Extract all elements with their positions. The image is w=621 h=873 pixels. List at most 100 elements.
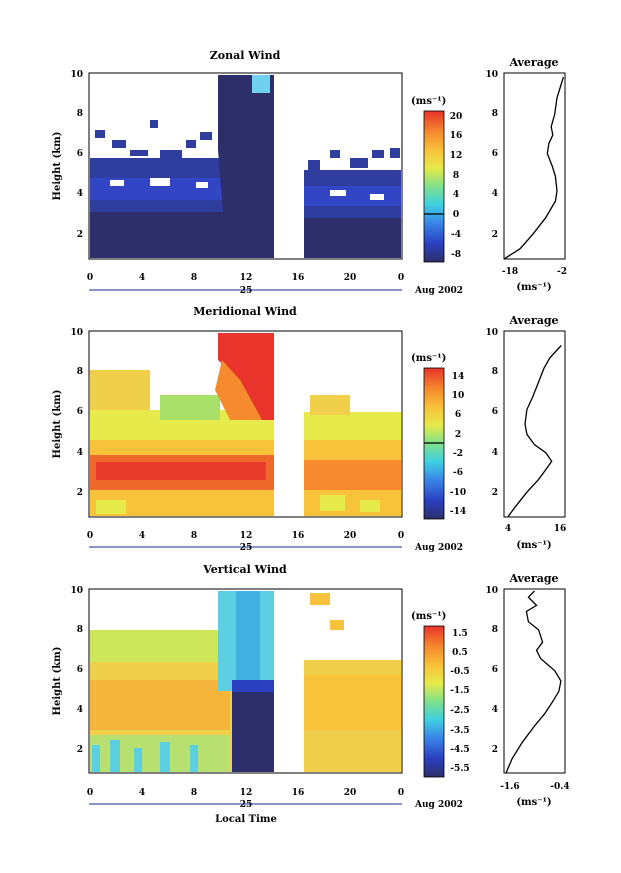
average-line [507, 345, 562, 518]
x-tick-label: 16 [292, 788, 305, 798]
x-tick-label: 4 [139, 788, 145, 798]
colorbar-unit: (ms⁻¹) [411, 611, 446, 622]
average-x-tick-label: -2 [557, 267, 567, 277]
month-label: Aug 2002 [414, 286, 463, 296]
x-tick-label: 20 [344, 531, 357, 541]
colorbar-unit: (ms⁻¹) [411, 96, 446, 107]
average-title: Average [508, 572, 558, 585]
field-top-flecks [310, 593, 344, 630]
average-profile: Average 2 4 6 8 10 -1.6 -0.4 (ms⁻¹) [485, 572, 569, 808]
field-top-red [218, 333, 274, 420]
plot-frame [88, 330, 403, 518]
average-y-tick-label: 4 [492, 448, 498, 458]
y-axis-label: Height (km) [52, 647, 63, 716]
average-y-tick-label: 2 [492, 488, 498, 498]
y-tick-label: 6 [77, 407, 83, 417]
field-orange-mid-right [304, 675, 401, 730]
x-tick-label: 0 [87, 788, 93, 798]
colorbar-tick-label: -3.5 [450, 726, 469, 736]
colorbar-tick-label: -10 [450, 488, 466, 498]
x-tick-label: 4 [139, 531, 145, 541]
y-tick-label: 10 [70, 328, 83, 338]
average-y-tick-label: 4 [492, 189, 498, 199]
field-red-band-right [304, 460, 401, 490]
average-y-tick-label: 6 [492, 149, 498, 159]
colorbar-tick-label: 14 [452, 372, 465, 382]
x-axis: 0 4 8 12 16 20 0 25 Aug 2002 [87, 273, 463, 296]
colorbar-tick-label: -1.5 [450, 686, 469, 696]
colorbar-scale [423, 110, 445, 263]
colorbar-tick-label: -5.5 [450, 764, 469, 774]
field-orange-mid [90, 680, 230, 730]
average-y-tick-label: 8 [492, 367, 498, 377]
average-x-tick-label: -18 [502, 267, 518, 277]
average-x-label: (ms⁻¹) [516, 797, 551, 808]
colorbar-tick-label: -4.5 [450, 745, 469, 755]
panel-zonal: Zonal Wind Height (km) 2 4 6 8 10 0 4 [52, 49, 567, 296]
x-tick-label: 12 [240, 788, 253, 798]
colorbar: (ms⁻¹) -14 -10 -6 -2 2 6 10 14 [411, 353, 466, 520]
y-tick-label: 8 [77, 109, 83, 119]
field-top-cyan [252, 75, 270, 93]
y-tick-label: 2 [77, 488, 83, 498]
average-y-tick-label: 2 [492, 745, 498, 755]
y-tick-label: 4 [77, 705, 83, 715]
panel-title: Vertical Wind [202, 563, 287, 576]
colorbar-tick-label: -2 [453, 449, 463, 459]
field-green-upper [90, 630, 230, 662]
y-tick-label: 2 [77, 745, 83, 755]
colorbar-tick-label: 2 [455, 430, 461, 440]
heatmap-field [90, 333, 401, 516]
y-axis: Height (km) 2 4 6 8 10 [52, 586, 83, 755]
x-axis-label: Local Time [215, 814, 277, 825]
colorbar-tick-label: 4 [453, 190, 459, 200]
y-tick-label: 8 [77, 625, 83, 635]
colorbar-tick-label: 16 [450, 131, 463, 141]
day-label: 25 [240, 800, 253, 810]
x-tick-label: 0 [398, 531, 404, 541]
y-axis: Height (km) 2 4 6 8 10 [52, 70, 83, 240]
y-tick-label: 6 [77, 665, 83, 675]
panel-vertical: Vertical Wind Height (km) 2 4 6 8 10 [52, 563, 570, 825]
colorbar-tick-label: 0 [453, 210, 459, 220]
y-tick-label: 2 [77, 230, 83, 240]
colorbar: (ms⁻¹) -5.5 -4.5 -3.5 -2.5 -1.5 -0.5 0.5… [411, 611, 470, 778]
field-mid-blue-right [304, 186, 401, 206]
average-title: Average [508, 314, 558, 327]
x-tick-label: 20 [344, 788, 357, 798]
colorbar-tick-label: -8 [451, 250, 461, 260]
y-axis-label: Height (km) [52, 390, 63, 459]
x-tick-label: 8 [191, 273, 197, 283]
colorbar-tick-label: 20 [450, 112, 463, 122]
x-tick-label: 8 [191, 788, 197, 798]
field-top-cyan-dark [236, 591, 260, 686]
average-x-tick-label: 4 [505, 524, 511, 534]
panel-meridional: Meridional Wind Height (km) 2 4 6 8 10 [52, 305, 566, 553]
x-tick-label: 0 [87, 273, 93, 283]
x-tick-label: 12 [240, 531, 253, 541]
colorbar-scale [423, 625, 445, 778]
month-label: Aug 2002 [414, 543, 463, 553]
average-x-tick-label: -0.4 [550, 782, 569, 792]
plot-frame [88, 588, 403, 774]
colorbar-tick-label: 10 [452, 391, 465, 401]
x-tick-label: 0 [87, 531, 93, 541]
y-axis: Height (km) 2 4 6 8 10 [52, 328, 83, 498]
average-line [503, 76, 565, 260]
day-label: 25 [240, 543, 253, 553]
field-navy-block [232, 692, 274, 772]
field-mixed [90, 370, 350, 415]
average-x-tick-label: 16 [554, 524, 567, 534]
colorbar-tick-label: -2.5 [450, 706, 469, 716]
y-tick-label: 4 [77, 448, 83, 458]
heatmap-field [90, 591, 401, 772]
colorbar-tick-label: -14 [450, 507, 466, 517]
average-frame [503, 330, 566, 518]
x-tick-label: 0 [398, 788, 404, 798]
average-line [505, 590, 562, 774]
x-tick-label: 16 [292, 273, 305, 283]
colorbar-tick-label: -0.5 [450, 667, 469, 677]
field-orange-flank [215, 360, 262, 420]
colorbar-tick-label: 1.5 [452, 629, 468, 639]
average-y-tick-label: 6 [492, 665, 498, 675]
